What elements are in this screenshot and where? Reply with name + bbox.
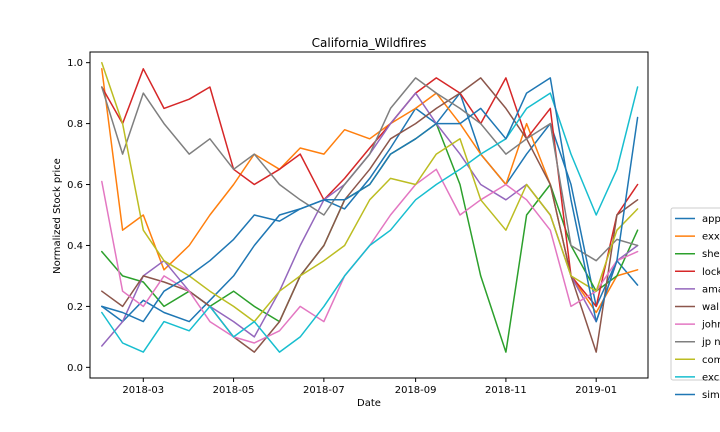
y-tick-label: 0.2 bbox=[67, 302, 83, 313]
y-tick-label: 1.0 bbox=[67, 58, 83, 69]
x-tick-label: 2018-03 bbox=[122, 385, 164, 396]
legend-label: exc bbox=[702, 372, 719, 383]
legend-label: jp n bbox=[701, 337, 720, 348]
y-tick-label: 0.4 bbox=[67, 241, 83, 252]
axes-frame bbox=[89, 51, 649, 379]
legend-label: ama bbox=[702, 284, 720, 295]
legend-frame bbox=[670, 207, 720, 381]
chart-title: California_Wildfires bbox=[312, 36, 427, 50]
legend-label: exx bbox=[702, 232, 720, 243]
x-tick-label: 2018-11 bbox=[485, 385, 527, 396]
legend-label: she bbox=[702, 249, 720, 260]
x-tick-label: 2018-07 bbox=[303, 385, 345, 396]
y-axis-title: Normalized Stock price bbox=[52, 158, 63, 274]
axes: 2018-03 2018-05 2018-07 2018-09 2018-11 2019-… bbox=[67, 51, 649, 396]
y-tick-label: 0.8 bbox=[67, 119, 83, 130]
x-tick-label: 2018-09 bbox=[395, 385, 437, 396]
y-tick-label: 0.0 bbox=[67, 363, 83, 374]
series-line-9 bbox=[101, 86, 639, 353]
legend-label: johr bbox=[701, 320, 720, 331]
legend-label: wal bbox=[702, 302, 719, 313]
x-axis-title: Date bbox=[357, 398, 381, 409]
legend-label: lock bbox=[702, 267, 720, 278]
legend-label: app bbox=[702, 214, 720, 225]
x-tick-label: 2019-01 bbox=[575, 385, 617, 396]
legend-label: sim bbox=[702, 390, 720, 401]
legend: app exx she lock ama wal johr jp n com exc sim bbox=[670, 207, 720, 401]
plot-area bbox=[101, 61, 639, 353]
y-tick-label: 0.6 bbox=[67, 180, 83, 191]
series-line-7 bbox=[101, 77, 639, 262]
series-line-3 bbox=[101, 68, 639, 308]
series-line-10 bbox=[101, 77, 639, 323]
legend-label: com bbox=[702, 355, 720, 366]
x-tick-label: 2018-05 bbox=[213, 385, 255, 396]
